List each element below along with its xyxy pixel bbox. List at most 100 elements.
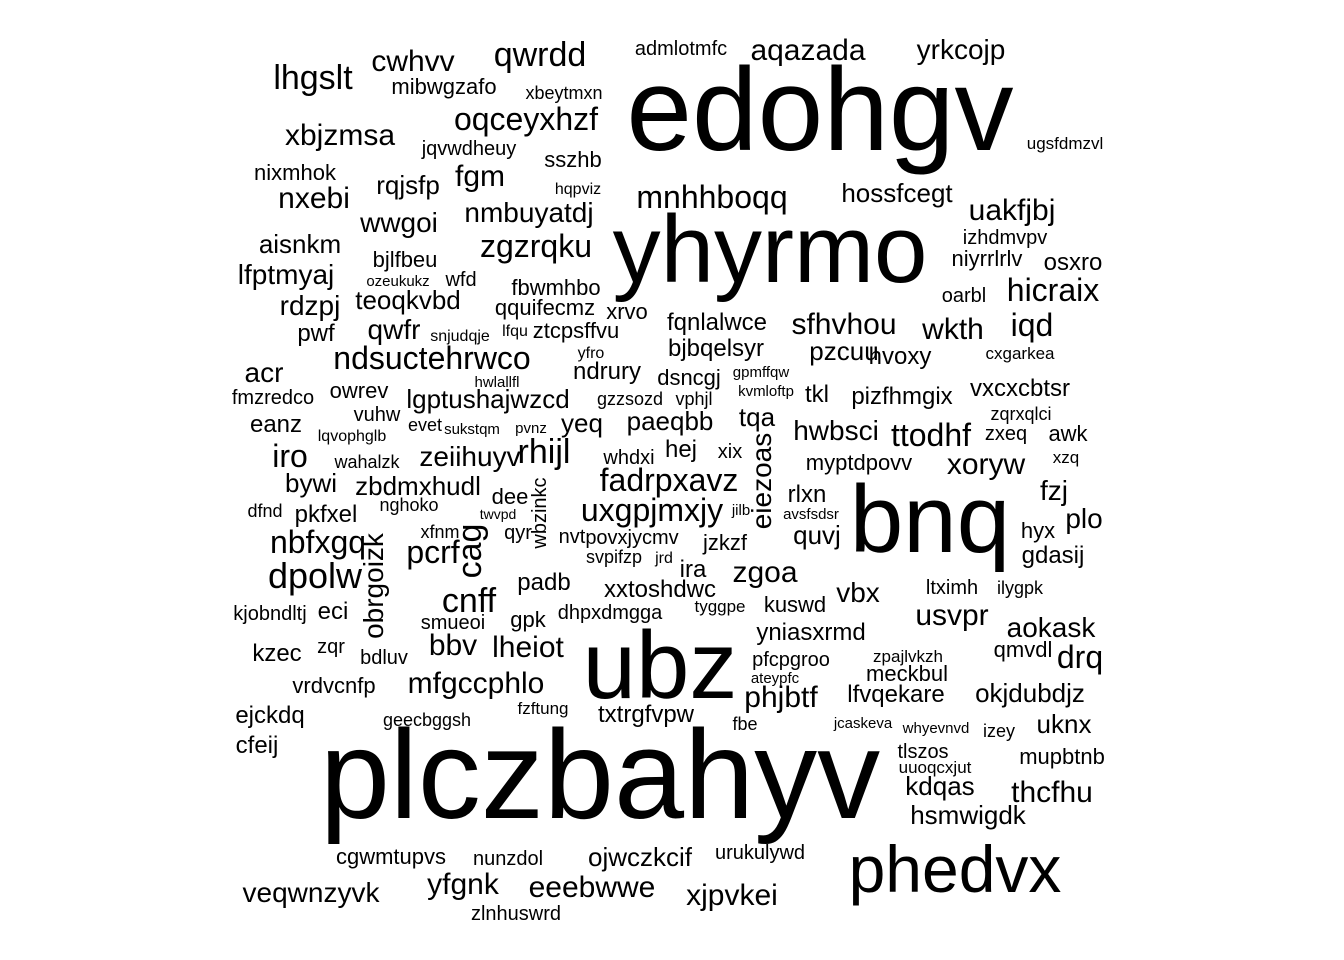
cloud-word-admlotmfc: admlotmfc bbox=[635, 38, 727, 60]
cloud-word-sfhvhou: sfhvhou bbox=[791, 308, 896, 341]
cloud-word-jilb: jilb bbox=[731, 502, 750, 519]
cloud-word-iro: iro bbox=[272, 438, 308, 474]
cloud-word-fqnlalwce: fqnlalwce bbox=[667, 309, 767, 336]
cloud-word-aisnkm: aisnkm bbox=[259, 229, 341, 259]
cloud-word-gpmffqw: gpmffqw bbox=[733, 364, 790, 381]
cloud-word-xix: xix bbox=[718, 441, 742, 463]
cloud-word-zgoa: zgoa bbox=[732, 556, 797, 589]
cloud-word-whdxi: whdxi bbox=[602, 447, 654, 469]
cloud-word-nixmhok: nixmhok bbox=[254, 160, 337, 185]
cloud-word-mfgccphlo: mfgccphlo bbox=[408, 667, 545, 700]
cloud-word-lheiot: lheiot bbox=[492, 631, 564, 664]
cloud-word-bdluv: bdluv bbox=[360, 647, 408, 669]
cloud-word-ndsuctehrwco: ndsuctehrwco bbox=[333, 340, 530, 376]
cloud-word-vxcxcbtsr: vxcxcbtsr bbox=[970, 375, 1070, 402]
cloud-word-obrgoizk: obrgoizk bbox=[358, 532, 389, 639]
cloud-word-kzec: kzec bbox=[252, 640, 301, 667]
cloud-word-xrvo: xrvo bbox=[606, 299, 648, 324]
cloud-word-geecbggsh: geecbggsh bbox=[383, 710, 471, 730]
cloud-word-lhgslt: lhgslt bbox=[273, 59, 353, 97]
cloud-word-myptdpovv: myptdpovv bbox=[806, 450, 912, 475]
cloud-word-cag: cag bbox=[451, 524, 489, 579]
cloud-word-izhdmvpv: izhdmvpv bbox=[963, 227, 1047, 249]
cloud-word-lfptmyaj: lfptmyaj bbox=[238, 259, 334, 290]
cloud-word-usvpr: usvpr bbox=[915, 599, 988, 632]
cloud-word-izey: izey bbox=[983, 721, 1015, 741]
cloud-word-lqvophglb: lqvophglb bbox=[318, 428, 387, 445]
cloud-word-veqwnzyvk: veqwnzyvk bbox=[243, 877, 381, 908]
cloud-word-cxgarkea: cxgarkea bbox=[986, 344, 1056, 363]
cloud-word-zeiihuyv: zeiihuyv bbox=[419, 441, 520, 472]
cloud-word-kdqas: kdqas bbox=[905, 771, 974, 801]
cloud-word-eanz: eanz bbox=[250, 411, 302, 438]
cloud-word-jrd: jrd bbox=[654, 550, 673, 567]
cloud-word-ira: ira bbox=[680, 556, 707, 583]
cloud-word-nbfxgq: nbfxgq bbox=[270, 524, 366, 560]
cloud-word-hwlallfl: hwlallfl bbox=[474, 374, 519, 391]
cloud-word-hicraix: hicraix bbox=[1007, 272, 1099, 308]
cloud-word-xfnm: xfnm bbox=[420, 522, 459, 542]
cloud-word-dhpxdmgga: dhpxdmgga bbox=[558, 602, 663, 624]
cloud-word-evet: evet bbox=[408, 415, 442, 435]
cloud-word-ejckdq: ejckdq bbox=[235, 702, 304, 729]
cloud-word-bjlfbeu: bjlfbeu bbox=[373, 247, 438, 272]
cloud-word-wfd: wfd bbox=[444, 269, 476, 291]
cloud-word-hossfcegt: hossfcegt bbox=[841, 178, 953, 208]
cloud-word-uakfjbj: uakfjbj bbox=[969, 194, 1056, 227]
cloud-word-rlxn: rlxn bbox=[788, 481, 827, 508]
cloud-word-ojwczkcif: ojwczkcif bbox=[588, 842, 693, 872]
cloud-word-ztcpsffvu: ztcpsffvu bbox=[533, 318, 619, 343]
cloud-word-yfro: yfro bbox=[578, 345, 605, 362]
cloud-word-sszhb: sszhb bbox=[544, 147, 601, 172]
cloud-word-xxtoshdwc: xxtoshdwc bbox=[604, 576, 716, 603]
cloud-word-yfgnk: yfgnk bbox=[427, 868, 500, 901]
cloud-word-fzftung: fzftung bbox=[517, 699, 568, 718]
cloud-word-twvpd: twvpd bbox=[480, 506, 517, 522]
cloud-word-jqvwdheuy: jqvwdheuy bbox=[421, 138, 517, 160]
cloud-word-oarbl: oarbl bbox=[942, 285, 986, 307]
cloud-word-ugsfdmzvl: ugsfdmzvl bbox=[1027, 134, 1104, 153]
cloud-word-uxgpjmxjy: uxgpjmxjy bbox=[581, 492, 723, 528]
cloud-word-quvj: quvj bbox=[793, 520, 841, 550]
cloud-word-qwfr: qwfr bbox=[368, 314, 421, 345]
cloud-word-tkl: tkl bbox=[805, 381, 829, 408]
cloud-word-bjbqelsyr: bjbqelsyr bbox=[668, 335, 764, 362]
cloud-word-niyrrlrlv: niyrrlrlv bbox=[952, 246, 1023, 271]
cloud-word-vbx: vbx bbox=[836, 577, 880, 608]
cloud-word-jcaskeva: jcaskeva bbox=[833, 715, 893, 732]
cloud-word-povxjycmv: povxjycmv bbox=[585, 527, 678, 549]
cloud-word-zbdmxhudl: zbdmxhudl bbox=[355, 471, 481, 501]
cloud-word-uknx: uknx bbox=[1037, 709, 1092, 739]
cloud-word-pkfxel: pkfxel bbox=[295, 501, 358, 528]
cloud-word-bywi: bywi bbox=[285, 468, 337, 498]
cloud-word-dpolw: dpolw bbox=[268, 555, 363, 596]
cloud-word-lfvqekare: lfvqekare bbox=[847, 681, 944, 708]
cloud-word-rqjsfp: rqjsfp bbox=[376, 170, 440, 200]
cloud-word-ubz: ubz bbox=[583, 612, 738, 719]
cloud-word-ttodhf: ttodhf bbox=[891, 417, 971, 453]
cloud-word-gzzsozd: gzzsozd bbox=[597, 389, 663, 409]
cloud-word-vuhw: vuhw bbox=[354, 404, 401, 426]
cloud-word-qwrdd: qwrdd bbox=[494, 36, 587, 74]
cloud-word-hwbsci: hwbsci bbox=[793, 415, 879, 446]
cloud-word-zlnhuswrd: zlnhuswrd bbox=[471, 903, 561, 925]
cloud-word-dsncgj: dsncgj bbox=[657, 365, 721, 390]
cloud-word-xzq: xzq bbox=[1053, 448, 1079, 467]
cloud-word-xoryw: xoryw bbox=[947, 448, 1026, 481]
cloud-word-aqazada: aqazada bbox=[750, 34, 865, 67]
cloud-word-meckbul: meckbul bbox=[866, 661, 948, 686]
cloud-word-ltximh: ltximh bbox=[926, 577, 978, 599]
cloud-word-eci: eci bbox=[318, 598, 349, 625]
cloud-word-fbwmhbo: fbwmhbo bbox=[511, 275, 600, 300]
cloud-word-tyggpe: tyggpe bbox=[694, 597, 745, 616]
cloud-word-nvt: nvt bbox=[559, 526, 586, 548]
cloud-word-pzcuu: pzcuu bbox=[809, 336, 878, 366]
cloud-word-zpajlvkzh: zpajlvkzh bbox=[873, 647, 943, 666]
cloud-word-plo: plo bbox=[1065, 503, 1102, 534]
cloud-word-ateypfc: ateypfc bbox=[751, 670, 800, 687]
cloud-word-cgwmtupvs: cgwmtupvs bbox=[336, 844, 446, 869]
cloud-word-wwgoi: wwgoi bbox=[359, 207, 438, 238]
cloud-word-yniasxrmd: yniasxrmd bbox=[756, 619, 865, 646]
cloud-word-zqr: zqr bbox=[317, 636, 345, 658]
